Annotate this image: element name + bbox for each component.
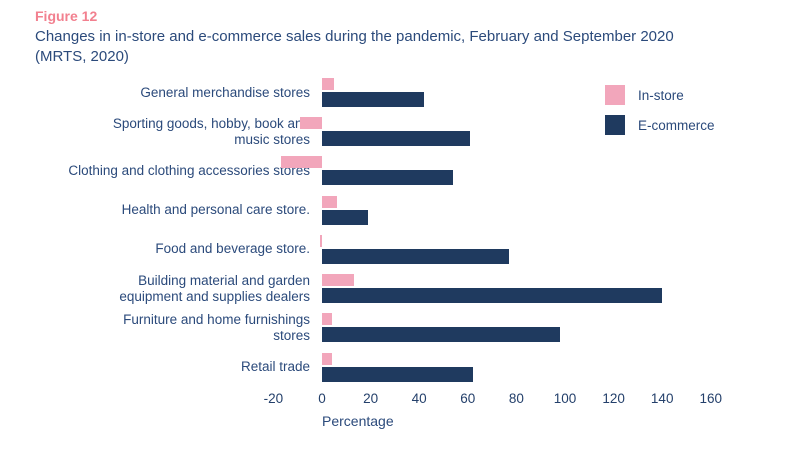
bar-in-store bbox=[319, 234, 322, 247]
figure-label: Figure 12 bbox=[35, 8, 98, 24]
bar-in-store bbox=[322, 274, 354, 287]
x-axis-tick-label: 60 bbox=[460, 391, 476, 406]
legend-label-in-store: In-store bbox=[638, 87, 684, 103]
x-axis-tick-label: 20 bbox=[363, 391, 379, 406]
bar-e-commerce bbox=[322, 92, 425, 107]
legend-item-e-commerce: E-commerce bbox=[605, 115, 715, 135]
x-axis-tick-label: 120 bbox=[602, 391, 625, 406]
bar-e-commerce bbox=[322, 327, 561, 343]
bar-e-commerce bbox=[322, 288, 663, 304]
bar-in-store bbox=[280, 156, 322, 169]
bar-in-store bbox=[322, 352, 332, 365]
bar-e-commerce bbox=[322, 366, 473, 382]
bar-in-store bbox=[300, 117, 322, 130]
figure-title: Changes in in-store and e-commerce sales… bbox=[35, 28, 674, 65]
e-commerce-swatch bbox=[605, 115, 625, 135]
category-label: Building material and garden equipment a… bbox=[119, 272, 310, 304]
x-axis-tick-label: 100 bbox=[553, 391, 577, 406]
x-axis-tick-label: 80 bbox=[508, 391, 524, 406]
legend-item-in-store: In-store bbox=[605, 85, 715, 105]
category-label: Furniture and home furnishings stores bbox=[123, 311, 310, 343]
bar-in-store bbox=[322, 78, 335, 90]
x-axis-tick-label: 0 bbox=[318, 391, 326, 406]
bar-e-commerce bbox=[322, 209, 369, 225]
x-axis-tick-label: 140 bbox=[650, 391, 674, 406]
bar-e-commerce bbox=[322, 170, 454, 186]
bar-in-store bbox=[322, 195, 337, 208]
category-label: General merchandise stores bbox=[140, 84, 310, 100]
bar-e-commerce bbox=[322, 248, 510, 264]
legend-label-e-commerce: E-commerce bbox=[638, 117, 715, 133]
bar-in-store bbox=[322, 313, 332, 326]
legend: In-store E-commerce bbox=[605, 85, 715, 135]
bar-e-commerce bbox=[322, 131, 471, 147]
in-store-swatch bbox=[605, 85, 625, 105]
category-label: Food and beverage store. bbox=[155, 241, 310, 257]
x-axis-tick-label: 40 bbox=[411, 391, 427, 406]
x-axis-title: Percentage bbox=[322, 413, 394, 429]
category-label: Health and personal care store. bbox=[121, 202, 310, 218]
category-label: Clothing and clothing accessories stores bbox=[68, 162, 310, 178]
category-label: Retail trade bbox=[240, 359, 310, 375]
x-axis-tick-label: 160 bbox=[699, 391, 723, 406]
x-axis-tick-label: -20 bbox=[263, 391, 284, 406]
category-label: Sporting goods, hobby, book and music st… bbox=[112, 115, 310, 147]
